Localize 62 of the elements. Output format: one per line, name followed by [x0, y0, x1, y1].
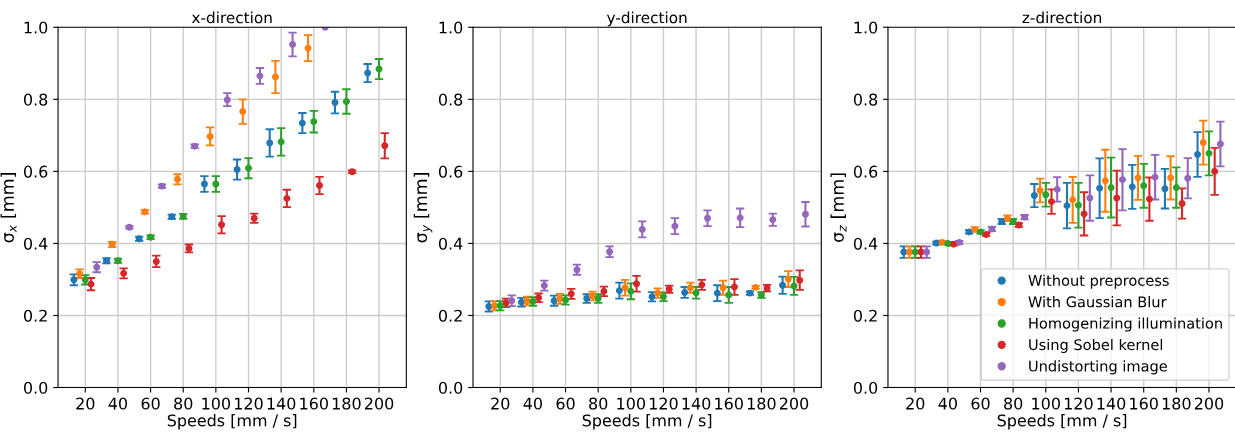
chart-title: y-direction	[606, 11, 687, 27]
x-tick-label: 80	[589, 397, 608, 410]
x-tick-label: 40	[108, 397, 128, 410]
y-tick-label: 0.0	[23, 381, 48, 394]
x-tick-label: 40	[523, 397, 542, 410]
x-tick-label: 180	[1162, 397, 1191, 410]
y-tick-label: 0.8	[853, 93, 878, 106]
x-tick-label: 80	[1004, 397, 1023, 410]
legend-label: With Gaussian Blur	[1028, 296, 1167, 308]
x-tick-label: 20	[491, 397, 510, 410]
x-tick-label: 120	[235, 397, 263, 410]
x-tick-label: 20	[906, 397, 925, 410]
y-tick-label: 0.6	[853, 165, 878, 178]
y-tick-label: 0.2	[23, 309, 47, 322]
x-tick-label: 180	[332, 397, 361, 410]
x-tick-label: 60	[556, 397, 575, 410]
x-tick-label: 100	[617, 397, 645, 410]
legend-label: Undistorting image	[1029, 360, 1167, 375]
y-tick-label: 0.4	[438, 237, 463, 250]
x-tick-label: 60	[971, 397, 990, 410]
x-tick-label: 180	[747, 397, 776, 410]
x-tick-label: 200	[779, 397, 809, 410]
x-tick-label: 160	[715, 397, 743, 410]
y-axis-title: σ$_{y}$ [mm]	[413, 173, 433, 243]
y-tick-label: 0.4	[23, 237, 48, 250]
x-tick-label: 20	[76, 397, 95, 410]
chart-title: x-direction	[191, 11, 272, 24]
x-tick-label: 140	[1097, 397, 1126, 410]
x-tick-label: 100	[202, 397, 231, 410]
y-tick-label: 0.0	[853, 381, 878, 394]
y-tick-label: 0.6	[438, 165, 463, 178]
x-tick-label: 100	[1032, 397, 1060, 410]
y-axis-title: σ$_{x}$ [mm]	[0, 173, 17, 243]
x-tick-label: 40	[938, 397, 957, 410]
y-tick-label: 1.0	[854, 21, 878, 34]
x-tick-label: 80	[174, 397, 193, 410]
x-tick-label: 160	[300, 397, 328, 410]
legend-label: Homogenizing illumination	[1029, 317, 1222, 332]
x-axis-title: Speeds [mm / s]	[167, 414, 297, 430]
x-tick-label: 200	[1194, 397, 1224, 410]
y-tick-label: 0.8	[438, 93, 463, 106]
x-tick-label: 120	[649, 397, 678, 410]
y-tick-label: 0.2	[853, 309, 877, 322]
legend-label: Without preprocess	[1028, 274, 1169, 289]
x-tick-label: 140	[682, 397, 711, 410]
y-tick-label: 0.8	[23, 93, 48, 106]
y-tick-label: 0.6	[23, 165, 48, 178]
x-tick-label: 160	[1130, 397, 1158, 410]
y-tick-label: 0.4	[853, 237, 878, 250]
legend-label: Using Sobel kernel	[1029, 338, 1163, 353]
x-tick-label: 200	[364, 397, 394, 410]
y-tick-label: 1.0	[439, 21, 463, 34]
chart-title: z-direction	[1022, 11, 1102, 24]
y-tick-label: 0.2	[438, 309, 462, 322]
y-tick-label: 0.0	[438, 381, 463, 394]
x-axis-title: Speeds [mm / s]	[997, 414, 1127, 430]
x-tick-label: 60	[141, 397, 160, 410]
x-tick-label: 140	[267, 397, 296, 410]
y-axis-title: σ$_{z}$ [mm]	[830, 173, 847, 242]
x-axis-title: Speeds [mm / s]	[582, 414, 712, 430]
x-tick-label: 120	[1064, 397, 1093, 410]
y-tick-label: 1.0	[24, 21, 48, 34]
